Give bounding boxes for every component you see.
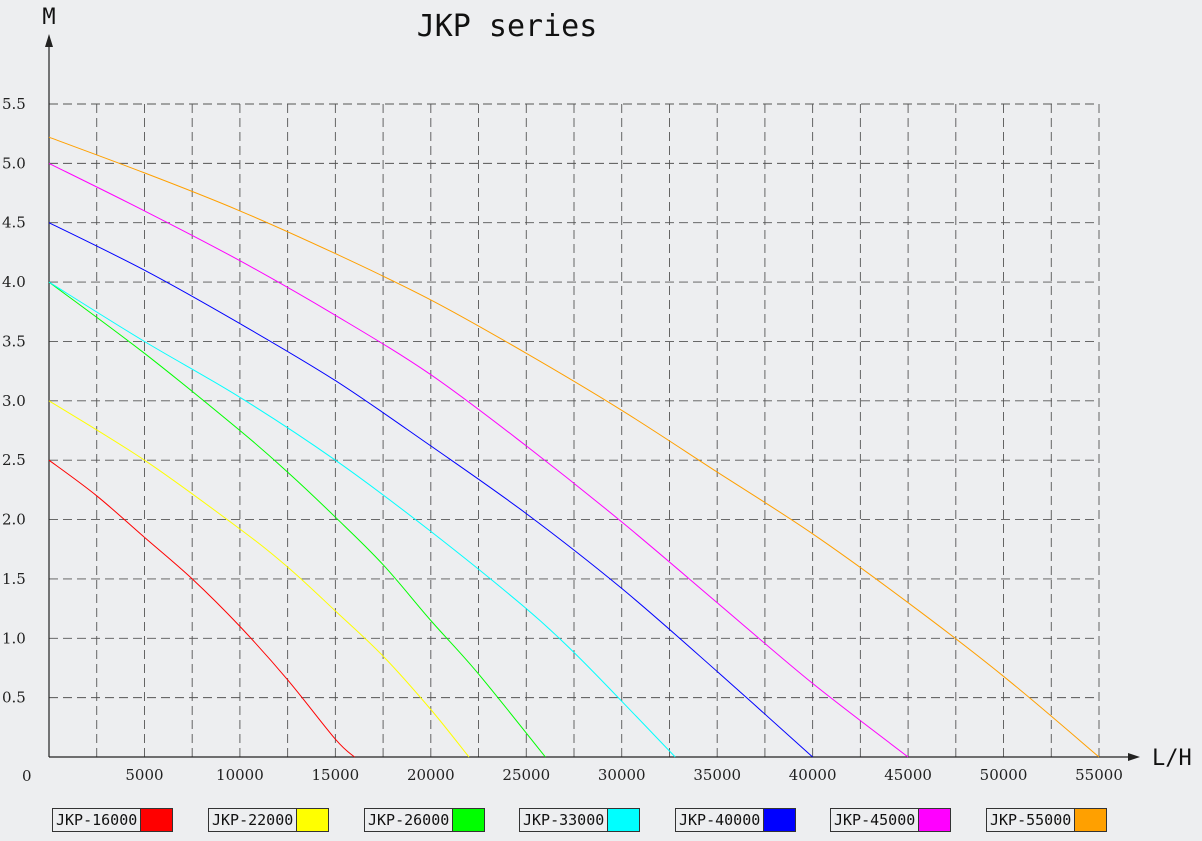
legend-swatch — [764, 808, 797, 832]
x-axis-arrow — [1128, 753, 1140, 761]
legend-swatch — [608, 808, 641, 832]
x-tick-label: 5000 — [125, 766, 163, 784]
legend-label: JKP-45000 — [830, 808, 920, 832]
chart-title: JKP series — [417, 9, 598, 44]
y-tick-label: 4.0 — [2, 273, 26, 291]
legend-item: JKP-55000 — [986, 808, 1108, 832]
x-tick-label: 25000 — [502, 766, 550, 784]
y-tick-label: 5.5 — [2, 95, 26, 113]
legend-label: JKP-33000 — [519, 808, 609, 832]
series-line-jkp-33000 — [48, 281, 676, 758]
x-tick-label: 55000 — [1075, 766, 1123, 784]
origin-label: 0 — [22, 767, 32, 785]
x-tick-label: 50000 — [980, 766, 1028, 784]
legend-item: JKP-33000 — [519, 808, 641, 832]
y-tick-label: 4.5 — [2, 214, 26, 232]
legend-label: JKP-22000 — [208, 808, 298, 832]
legend-label: JKP-16000 — [52, 808, 142, 832]
x-tick-label: 35000 — [693, 766, 741, 784]
legend-item: JKP-45000 — [830, 808, 952, 832]
y-tick-label: 2.5 — [2, 451, 26, 469]
y-tick-label: 0.5 — [2, 689, 26, 707]
legend-swatch — [1075, 808, 1108, 832]
grid — [49, 103, 1100, 757]
x-tick-label: 10000 — [216, 766, 264, 784]
y-tick-labels: 0.5 1.0 1.5 2.0 2.5 3.0 3.5 4.0 4.5 5.0 5.5 — [2, 95, 26, 707]
legend-item: JKP-40000 — [675, 808, 797, 832]
legend-swatch — [919, 808, 952, 832]
y-tick-label: 5.0 — [2, 154, 26, 172]
x-tick-label: 40000 — [789, 766, 837, 784]
curves — [48, 136, 1100, 758]
y-tick-label: 1.5 — [2, 570, 26, 588]
y-axis-arrow — [45, 34, 53, 47]
x-tick-label: 45000 — [884, 766, 932, 784]
x-tick-label: 20000 — [407, 766, 455, 784]
y-tick-label: 3.5 — [2, 332, 26, 350]
x-tick-label: 30000 — [598, 766, 646, 784]
legend-swatch — [297, 808, 330, 832]
x-tick-label: 15000 — [312, 766, 360, 784]
series-line-jkp-45000 — [48, 162, 909, 758]
y-tick-label: 2.0 — [2, 511, 26, 529]
series-line-jkp-55000 — [48, 136, 1100, 758]
legend: JKP-16000 JKP-22000 JKP-26000 JKP-33000 JKP-… — [0, 808, 1202, 838]
y-axis-label: M — [42, 5, 55, 30]
series-line-jkp-26000 — [48, 281, 546, 758]
legend-item: JKP-26000 — [364, 808, 486, 832]
legend-label: JKP-26000 — [364, 808, 454, 832]
y-tick-label: 3.0 — [2, 392, 26, 410]
series-line-jkp-16000 — [48, 459, 355, 758]
legend-swatch — [141, 808, 174, 832]
x-tick-labels: 5000 10000 15000 20000 25000 30000 35000 40000 4… — [125, 766, 1122, 784]
legend-swatch — [453, 808, 486, 832]
legend-label: JKP-40000 — [675, 808, 765, 832]
y-tick-label: 1.0 — [2, 629, 26, 647]
series-line-jkp-40000 — [48, 222, 813, 758]
x-axis-label: L/H — [1152, 746, 1192, 771]
legend-label: JKP-55000 — [986, 808, 1076, 832]
series-line-jkp-22000 — [48, 400, 470, 758]
legend-item: JKP-16000 — [52, 808, 174, 832]
legend-item: JKP-22000 — [208, 808, 330, 832]
